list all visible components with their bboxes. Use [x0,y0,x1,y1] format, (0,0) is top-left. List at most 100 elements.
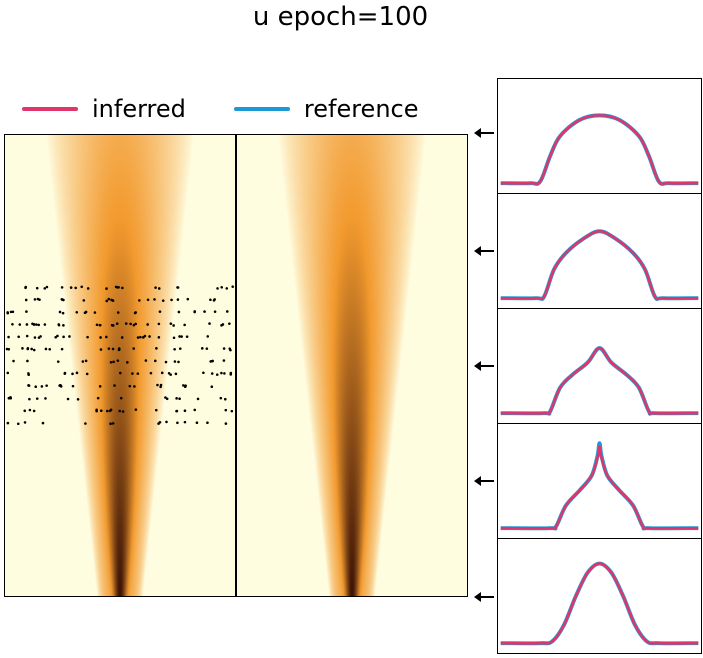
observation-point [224,422,228,425]
observation-point [6,421,10,425]
observation-point [60,286,64,289]
observation-point [172,336,176,340]
observation-point [80,285,84,289]
observation-points [5,285,235,426]
observation-point [222,347,226,350]
observation-point [98,385,102,388]
observation-point [23,409,27,413]
observation-point [165,420,168,424]
observation-point [164,396,167,399]
observation-point [159,385,162,389]
observation-point [160,371,164,375]
heatmap-reference [236,134,468,597]
observation-point [48,347,51,351]
observation-point [169,322,173,325]
observation-point [57,323,61,326]
observation-point [219,396,223,400]
observation-point [66,397,70,401]
observation-point [23,421,27,424]
series-line-inferred [500,346,699,416]
observation-point [54,335,57,339]
observation-point [16,422,20,426]
series-line-reference [500,229,699,301]
observation-point [93,311,97,314]
observation-point [35,323,38,326]
observation-point [220,371,223,375]
heatmap-reference-canvas [237,135,467,596]
observation-point [158,310,162,313]
observation-point [44,397,47,400]
observation-point [176,286,179,289]
observation-point [146,298,150,302]
observation-point [210,385,214,389]
observation-point [74,286,77,290]
slice-arrow-icon [474,128,494,138]
observation-point [21,347,24,350]
observation-point [110,298,113,302]
observation-point [183,323,186,327]
observation-point [76,398,80,401]
observation-point [173,347,176,351]
observation-point [82,299,86,302]
observation-point [6,311,10,315]
observation-point [25,334,29,338]
observation-point [157,322,161,326]
observation-point [18,323,22,326]
observation-point [185,335,189,338]
observation-point [223,372,226,375]
observation-point [75,310,79,314]
observation-point [182,384,185,387]
observation-point [216,287,219,290]
observation-point [44,347,48,351]
legend-swatch-inferred [22,107,78,111]
observation-point [154,359,157,363]
observation-point [133,385,136,388]
observation-point [202,371,205,375]
observation-point [33,298,37,301]
observation-point [161,299,165,302]
observation-point [196,397,200,401]
observation-point [32,348,36,352]
observation-point [45,285,49,289]
series-line-inferred [500,445,699,530]
observation-point [107,347,111,350]
profile-plot [500,229,699,301]
observation-point [178,335,181,338]
observation-point [229,348,232,352]
observation-point [176,421,179,425]
observation-point [155,347,158,350]
observation-point [105,335,108,339]
observation-point [223,397,227,401]
observation-point [24,298,28,302]
legend-item-reference: reference [233,95,419,123]
series-line-reference [500,441,699,531]
observation-point [24,285,28,289]
observation-point [121,410,125,413]
observation-point [116,311,120,314]
observation-point [203,310,206,313]
observation-point [32,323,36,326]
observation-point [86,335,89,339]
observation-point [62,335,65,339]
series-line-inferred [500,562,699,645]
observation-point [6,371,10,375]
observation-point [109,408,113,412]
observation-point [200,347,204,350]
observation-point [68,335,71,338]
observation-point [228,322,231,325]
observation-point [45,384,48,387]
observation-point [107,297,111,301]
series-line-reference [500,561,699,646]
observation-point [12,359,15,363]
observation-point [39,335,42,338]
observation-point [183,409,187,412]
observation-point [118,347,121,351]
observation-point [195,421,199,424]
observation-point [33,336,37,339]
observation-point [116,359,120,362]
observation-point [175,397,178,400]
observation-point [111,347,115,351]
observation-point [173,360,177,363]
series-line-inferred [500,229,699,301]
